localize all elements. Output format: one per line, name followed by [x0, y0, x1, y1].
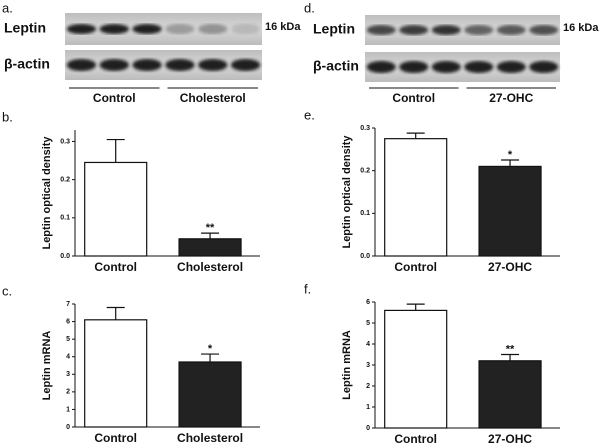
blot-band	[399, 61, 429, 73]
y-tick-label: 3	[366, 362, 370, 369]
x-tick-label: 27-OHC	[488, 432, 532, 446]
blot-film	[365, 52, 560, 82]
panel-letter: c.	[2, 283, 12, 298]
panel-letter: b.	[2, 109, 13, 124]
blot-band	[496, 25, 526, 35]
x-tick-label: 27-OHC	[488, 260, 532, 274]
y-tick-label: 2	[66, 389, 70, 396]
group-label: Control	[93, 91, 136, 105]
group-label: Cholesterol	[180, 91, 246, 105]
blot-band	[529, 25, 559, 35]
y-tick-label: 0.2	[360, 168, 370, 175]
panel-letter: e.	[304, 107, 315, 122]
y-tick-label: 0.3	[60, 138, 70, 145]
bar	[478, 360, 542, 429]
y-tick-label: 1	[366, 404, 370, 411]
bar	[384, 309, 448, 429]
blot-film	[65, 13, 262, 45]
significance: **	[206, 222, 215, 234]
blot-band	[66, 59, 97, 71]
bar	[178, 361, 242, 428]
y-tick-label: 5	[66, 336, 70, 343]
y-tick-label: 0.1	[60, 215, 70, 222]
x-tick-label: Control	[394, 432, 437, 446]
x-tick-label: Control	[394, 260, 437, 274]
y-axis-label: Leptin optical density	[341, 135, 353, 249]
blot-size: 16 kDa	[563, 22, 599, 34]
y-tick-label: 6	[66, 318, 70, 325]
y-tick-label: 3	[66, 371, 70, 378]
bar	[84, 319, 148, 428]
blot-band	[132, 59, 162, 71]
blot-band	[230, 24, 261, 34]
y-axis-label: Leptin optical density	[41, 136, 53, 250]
blot-band	[99, 59, 130, 71]
panel-letter: a.	[2, 0, 13, 15]
blot-band	[464, 25, 494, 35]
blot-film	[65, 50, 262, 80]
x-tick-label: Control	[94, 260, 137, 274]
blot-band	[431, 25, 461, 35]
y-tick-label: 0.0	[60, 253, 70, 260]
blot-band	[66, 24, 97, 34]
y-tick-label: 4	[366, 341, 370, 348]
blot-label: Leptin	[313, 21, 355, 37]
y-axis-label: Leptin mRNA	[341, 330, 353, 400]
blot-band	[399, 25, 429, 35]
blot-band	[165, 24, 195, 34]
blot-band	[529, 61, 559, 73]
blot-band	[132, 24, 162, 34]
y-tick-label: 0	[366, 425, 370, 432]
y-axis-label: Leptin mRNA	[41, 331, 53, 401]
y-tick-label: 1	[66, 406, 70, 413]
blot-band	[197, 59, 228, 71]
blot-label: β-actin	[313, 58, 359, 74]
blot-film	[365, 15, 560, 45]
bar	[384, 138, 448, 257]
y-tick-label: 2	[366, 383, 370, 390]
y-tick-label: 4	[66, 354, 70, 361]
bar	[178, 238, 242, 257]
blot-band	[431, 61, 461, 73]
panel-letter: f.	[304, 281, 311, 296]
blot-band	[496, 61, 526, 73]
blot-band	[197, 24, 228, 34]
x-tick-label: Control	[94, 431, 137, 445]
blot-band	[366, 61, 396, 73]
significance: *	[208, 343, 213, 355]
x-tick-label: Cholesterol	[177, 431, 243, 445]
group-label: 27-OHC	[489, 91, 533, 105]
bar	[478, 165, 542, 257]
panel-letter: d.	[304, 0, 315, 15]
y-tick-label: 0.2	[60, 176, 70, 183]
bar	[84, 161, 148, 257]
blot-label: β-actin	[4, 56, 50, 72]
y-tick-label: 5	[366, 320, 370, 327]
y-tick-label: 6	[366, 299, 370, 306]
blot-band	[99, 24, 130, 34]
group-label: Control	[392, 91, 435, 105]
blot-size: 16 kDa	[265, 21, 301, 33]
y-tick-label: 0	[66, 424, 70, 431]
blot-band	[230, 59, 261, 71]
blot-band	[366, 25, 396, 35]
blot-band	[464, 61, 494, 73]
blot-band	[165, 59, 195, 71]
y-tick-label: 0.0	[360, 253, 370, 260]
significance: *	[508, 149, 513, 161]
y-tick-label: 0.3	[360, 125, 370, 132]
significance: **	[506, 343, 515, 355]
y-tick-label: 0.1	[360, 210, 370, 217]
x-tick-label: Cholesterol	[177, 260, 243, 274]
blot-label: Leptin	[4, 20, 46, 36]
y-tick-label: 7	[66, 301, 70, 308]
